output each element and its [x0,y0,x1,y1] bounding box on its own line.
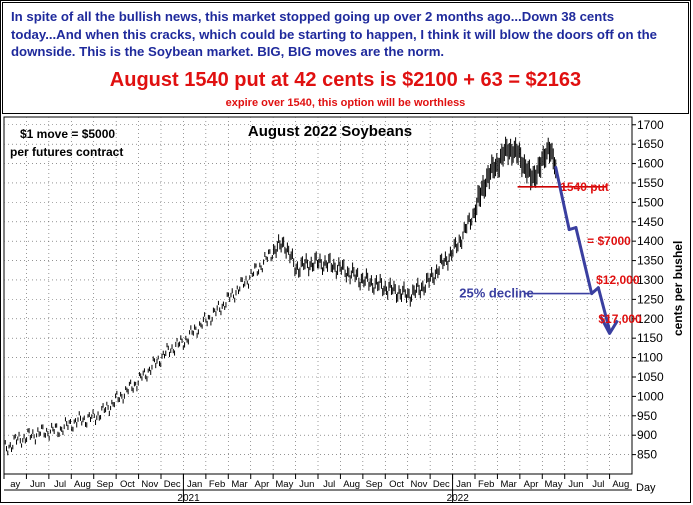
x-tick-label: Jan [187,479,202,490]
x-tick-label: Jul [323,479,335,490]
forecast-path-segment [554,165,571,232]
x-tick-label: Dec [433,479,450,490]
x-tick-label: May [275,479,293,490]
commentary-header: In spite of all the bullish news, this m… [2,2,689,114]
loss-label-12000: $12,000 [596,273,640,287]
trade-subline: expire over 1540, this option will be wo… [225,97,466,109]
y-tick-label: 1250 [637,292,664,306]
x-tick-label: Feb [209,479,225,490]
x-tick-label: Apr [255,479,270,490]
year-label: 2021 [177,493,200,504]
x-tick-label: Jun [30,479,45,490]
x-tick-label: Jun [299,479,314,490]
y-tick-label: 1600 [637,157,664,171]
y-tick-label: 1000 [637,389,664,403]
contract-note-line-2: per futures contract [10,145,123,159]
y-tick-label: 1350 [637,254,664,268]
x-tick-label: Nov [141,479,158,490]
x-tick-label: Mar [231,479,247,490]
commentary-text: In spite of all the bullish news, this m… [11,9,657,59]
x-tick-label: Apr [524,479,539,490]
loss-label-7000: = $7000 [587,234,631,248]
y-tick-label: 1100 [637,351,663,365]
soybean-price-chart: 850 900 950 1000 1050 1100 1150 1200 1250 1300 135… [3,116,685,504]
x-tick-label: ay [10,479,20,490]
x-tick-label: Jul [54,479,66,490]
x-tick-label: Aug [612,479,629,490]
x-axis-label: Day [636,482,656,494]
decline-label: 25% decline [459,286,533,301]
x-tick-label: Aug [343,479,360,490]
x-tick-label: Oct [389,479,404,490]
y-tick-label: 1200 [637,312,664,326]
x-tick-label: Sep [96,479,113,490]
forecast-arrowhead [599,315,619,335]
x-tick-label: Nov [410,479,427,490]
forecast-path-segment [596,286,612,332]
x-tick-label: Jun [568,479,583,490]
y-tick-label: 1050 [637,370,664,384]
x-tick-label: Dec [164,479,181,490]
y-tick-label: 1550 [637,176,664,190]
y-tick-label: 1450 [637,215,664,229]
y-tick-label: 1650 [637,137,664,151]
y-tick-label: 900 [637,428,657,442]
contract-note-line-1: $1 move = $5000 [20,127,115,141]
y-tick-label: 1400 [637,234,664,248]
trade-headline: August 1540 put at 42 cents is $2100 + 6… [109,69,582,91]
put-strike-label: 1540 put [560,180,609,194]
loss-label-17000: $17,000 [598,312,642,326]
x-tick-label: Oct [120,479,135,490]
x-tick-label: May [545,479,563,490]
x-tick-label: Jan [456,479,471,490]
x-tick-label: Sep [366,479,383,490]
y-tick-label: 1700 [637,118,664,132]
y-tick-label: 1500 [637,195,664,209]
x-tick-label: Jul [592,479,604,490]
y-tick-label: 1150 [637,331,663,345]
year-label: 2022 [447,493,470,504]
forecast-path-segment [574,226,594,296]
chart-title: August 2022 Soybeans [248,123,412,140]
y-tick-label: 1300 [637,273,664,287]
x-tick-label: Feb [478,479,494,490]
x-tick-label: Mar [500,479,516,490]
y-tick-label: 850 [637,448,657,462]
y-axis-label: cents per bushel [671,241,685,336]
y-tick-label: 950 [637,409,657,423]
x-tick-label: Aug [74,479,91,490]
